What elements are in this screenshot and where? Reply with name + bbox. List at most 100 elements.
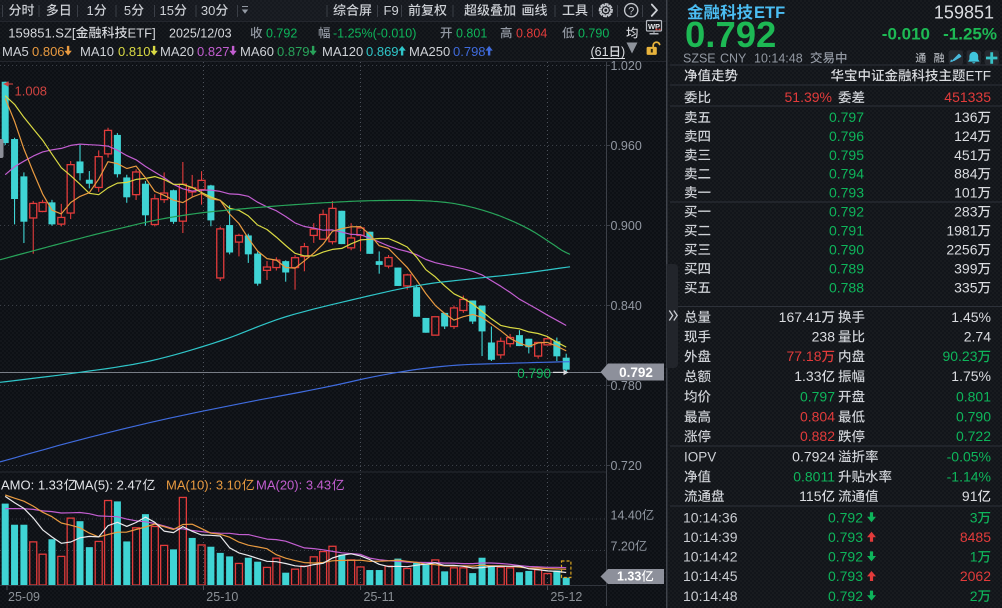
svg-text:124: 124 <box>954 128 978 144</box>
svg-text:0.801: 0.801 <box>956 388 991 404</box>
svg-text:0.793: 0.793 <box>829 184 864 200</box>
svg-text:SZSE: SZSE <box>683 51 716 65</box>
svg-text:0.790: 0.790 <box>829 241 864 257</box>
svg-text:0.795: 0.795 <box>829 147 864 163</box>
svg-text:7.20: 7.20 <box>611 539 635 553</box>
svg-text:90.23: 90.23 <box>942 348 977 364</box>
svg-text:1.33: 1.33 <box>617 570 641 584</box>
svg-text:ETF: ETF <box>754 4 785 22</box>
svg-text:MA(5): 2.47: MA(5): 2.47 <box>74 478 142 493</box>
svg-text:0.722: 0.722 <box>956 428 991 444</box>
svg-text:?: ? <box>628 5 634 17</box>
svg-text:MA(10): 3.10: MA(10): 3.10 <box>166 478 241 493</box>
svg-text:MA5: MA5 <box>2 44 29 59</box>
svg-text:0.790: 0.790 <box>517 366 551 381</box>
svg-text:15: 15 <box>160 3 174 18</box>
svg-text:0.7924: 0.7924 <box>792 448 835 464</box>
svg-text:25-11: 25-11 <box>364 590 395 604</box>
svg-text:1.008: 1.008 <box>15 84 48 99</box>
svg-text:-0.010: -0.010 <box>882 24 930 43</box>
svg-text:101: 101 <box>954 184 978 200</box>
svg-text:0.827: 0.827 <box>197 44 230 59</box>
svg-text:2.74: 2.74 <box>964 328 991 344</box>
svg-text:0.879: 0.879 <box>277 44 310 59</box>
svg-text:0.798: 0.798 <box>453 44 486 59</box>
svg-text:(61: (61 <box>591 45 609 59</box>
svg-text:10:14:48: 10:14:48 <box>683 588 738 604</box>
svg-text:25-10: 25-10 <box>206 590 238 604</box>
svg-text:159851: 159851 <box>934 3 994 23</box>
svg-text:MA250: MA250 <box>409 44 450 59</box>
svg-text:1: 1 <box>970 549 978 565</box>
svg-text:0.792: 0.792 <box>829 203 864 219</box>
svg-text:3: 3 <box>970 509 978 525</box>
svg-text:0.792: 0.792 <box>828 509 863 525</box>
svg-text:8485: 8485 <box>960 529 991 545</box>
svg-text:CNY: CNY <box>720 51 747 65</box>
svg-text:0.810: 0.810 <box>118 44 151 59</box>
svg-text:238: 238 <box>812 328 836 344</box>
svg-text:-1.25%: -1.25% <box>943 24 997 43</box>
svg-text:451: 451 <box>954 147 978 163</box>
svg-text:335: 335 <box>954 279 978 295</box>
svg-text:F9: F9 <box>384 3 399 18</box>
svg-text:115: 115 <box>799 488 822 504</box>
svg-text:10:14:36: 10:14:36 <box>683 509 738 525</box>
svg-text:399: 399 <box>954 260 978 276</box>
svg-text:0.792: 0.792 <box>828 549 863 565</box>
svg-text:1.020: 1.020 <box>611 59 642 73</box>
svg-text:MA60: MA60 <box>240 44 274 59</box>
svg-text:1.45%: 1.45% <box>951 309 991 325</box>
svg-text:91: 91 <box>962 488 978 504</box>
svg-text:2: 2 <box>970 588 978 604</box>
svg-text:2062: 2062 <box>960 568 991 584</box>
svg-text:0.869: 0.869 <box>366 44 399 59</box>
svg-text:51.39%: 51.39% <box>785 89 832 105</box>
svg-text:1.75%: 1.75% <box>951 368 991 384</box>
svg-text:MA120: MA120 <box>322 44 363 59</box>
svg-text:10:14:42: 10:14:42 <box>683 549 738 565</box>
svg-text:14.40: 14.40 <box>611 508 642 522</box>
svg-text:0.8011: 0.8011 <box>793 468 835 484</box>
svg-text:0.791: 0.791 <box>829 222 864 238</box>
svg-text:-1.25%(-0.010): -1.25%(-0.010) <box>333 26 416 40</box>
svg-text:0.792: 0.792 <box>266 26 297 40</box>
svg-text:10:14:45: 10:14:45 <box>683 568 738 584</box>
svg-text:0.796: 0.796 <box>829 128 864 144</box>
svg-text:0.840: 0.840 <box>611 299 642 313</box>
svg-text:1981: 1981 <box>946 222 977 238</box>
svg-text:283: 283 <box>954 203 978 219</box>
svg-text:0.804: 0.804 <box>800 409 835 425</box>
svg-text:0.797: 0.797 <box>829 109 864 125</box>
svg-text:0.792: 0.792 <box>828 588 863 604</box>
svg-text:10:14:39: 10:14:39 <box>683 529 738 545</box>
svg-text:0.792: 0.792 <box>685 14 776 55</box>
svg-text:2025/12/03: 2025/12/03 <box>169 26 232 40</box>
svg-text:): ) <box>621 45 625 59</box>
svg-text:0.789: 0.789 <box>829 260 864 276</box>
svg-text:ETF: ETF <box>966 68 992 83</box>
svg-text:77.18: 77.18 <box>786 348 821 364</box>
svg-text:0.797: 0.797 <box>800 388 835 404</box>
svg-text:0.790: 0.790 <box>956 409 991 425</box>
svg-text:25-09: 25-09 <box>8 590 40 604</box>
svg-text:30: 30 <box>201 3 215 18</box>
svg-text:WP: WP <box>648 22 660 31</box>
svg-text:MA10: MA10 <box>80 44 114 59</box>
svg-text:MA(20): 3.43: MA(20): 3.43 <box>256 478 331 493</box>
svg-text:0.806: 0.806 <box>32 44 65 59</box>
svg-text:2256: 2256 <box>946 241 977 257</box>
svg-text:5: 5 <box>124 3 131 18</box>
svg-text:0.794: 0.794 <box>829 166 864 182</box>
svg-text:25-12: 25-12 <box>550 590 582 604</box>
svg-text:-1.14%: -1.14% <box>947 468 991 484</box>
svg-text:167.41: 167.41 <box>779 309 822 325</box>
svg-text:0.804: 0.804 <box>516 26 547 40</box>
svg-text:0.720: 0.720 <box>611 459 642 473</box>
svg-text:0.801: 0.801 <box>456 26 487 40</box>
svg-text:0.780: 0.780 <box>611 379 642 393</box>
svg-text:AMO: 1.33: AMO: 1.33 <box>1 478 63 493</box>
svg-text:136: 136 <box>954 109 978 125</box>
svg-text:0.792: 0.792 <box>619 365 653 380</box>
svg-text:0.788: 0.788 <box>829 279 864 295</box>
